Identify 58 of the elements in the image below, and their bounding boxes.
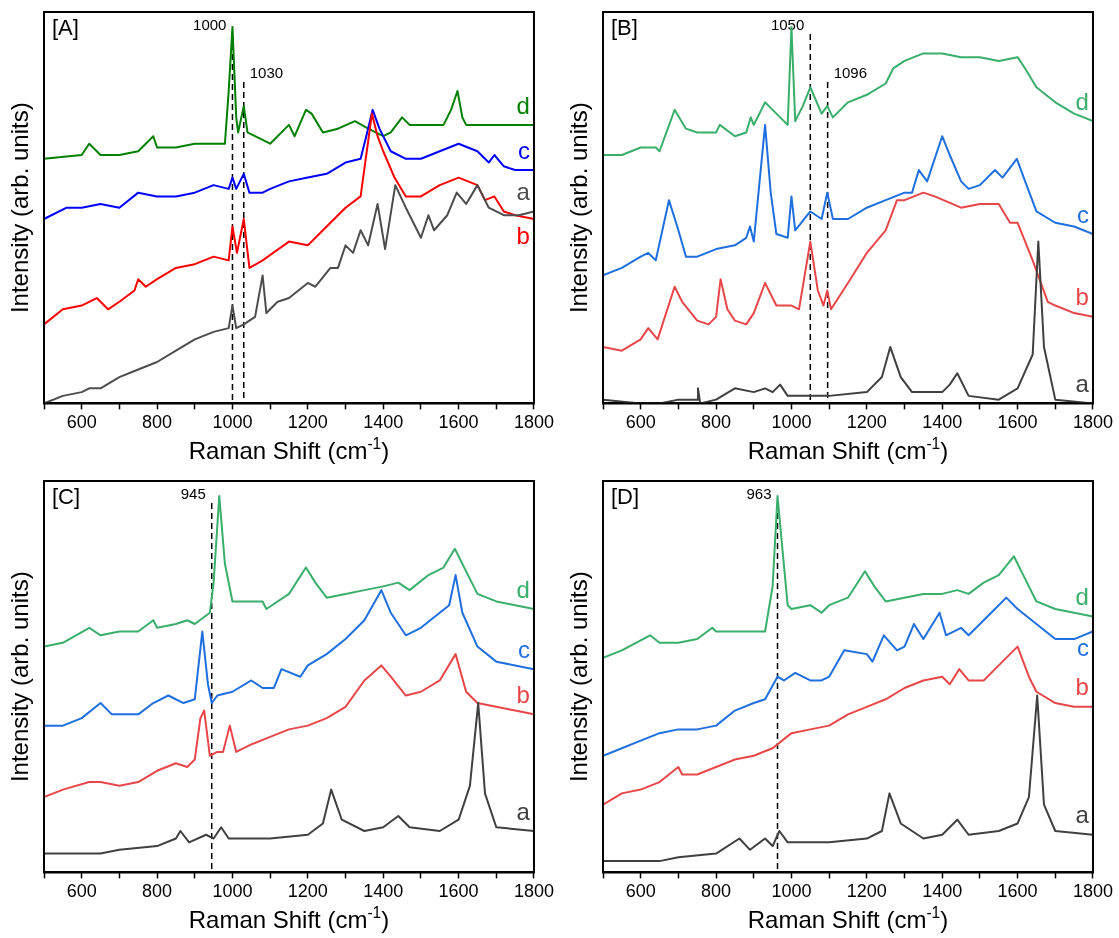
chart-title: [A] (52, 15, 79, 41)
x-tick-label: 1200 (287, 881, 328, 902)
x-tick-label: 1400 (922, 412, 963, 433)
x-tick-label: 1400 (363, 881, 404, 902)
x-tick-label: 800 (142, 412, 173, 433)
series-label: d (1075, 583, 1089, 611)
chart-title: [D] (611, 484, 640, 510)
series-label: a (1075, 801, 1090, 829)
x-tick-label: 1800 (1072, 412, 1113, 433)
x-tick-label: 600 (625, 881, 656, 902)
series-label: d (516, 575, 530, 603)
y-axis-title: Intensity (arb. units) (565, 102, 592, 314)
series-label: b (516, 680, 530, 708)
x-tick-label: 1800 (513, 881, 554, 902)
ref-line-label: 1030 (249, 64, 284, 82)
series-label: a (516, 797, 531, 825)
x-tick-label: 1600 (997, 881, 1038, 902)
x-tick-label: 1600 (438, 881, 479, 902)
ref-line-label: 1050 (770, 16, 805, 34)
y-axis-title: Intensity (arb. units) (565, 571, 592, 783)
x-tick-label: 1600 (438, 412, 479, 433)
x-tick-label: 1400 (363, 412, 404, 433)
x-tick-label: 1800 (513, 412, 554, 433)
ref-line-label: 945 (180, 485, 206, 503)
y-axis-title: Intensity (arb. units) (6, 571, 33, 783)
x-tick-label: 1000 (212, 881, 253, 902)
x-tick-label: 800 (701, 412, 732, 433)
y-axis-title: Intensity (arb. units) (6, 102, 33, 314)
series-label: d (516, 91, 530, 119)
chart-title: [C] (52, 484, 81, 510)
series-label: c (1076, 200, 1089, 228)
x-tick-label: 600 (66, 881, 97, 902)
x-tick-label: 600 (625, 412, 656, 433)
series-label: b (1075, 673, 1089, 701)
x-tick-label: 1000 (771, 412, 812, 433)
x-tick-label: 1400 (922, 881, 963, 902)
series-label: a (516, 178, 531, 206)
series-label: c (517, 136, 530, 164)
x-tick-label: 1200 (846, 412, 887, 433)
series-label: a (1075, 370, 1090, 398)
x-tick-label: 1600 (997, 412, 1038, 433)
x-tick-label: 1200 (846, 881, 887, 902)
x-tick-label: 1200 (287, 412, 328, 433)
series-label: c (517, 635, 530, 663)
x-tick-label: 600 (66, 412, 97, 433)
ref-line-label: 963 (746, 485, 772, 503)
x-tick-label: 800 (701, 881, 732, 902)
ref-line-label: 1000 (193, 16, 227, 34)
x-tick-label: 800 (142, 881, 173, 902)
ref-line-label: 1096 (833, 64, 868, 82)
series-label: d (1075, 87, 1089, 115)
series-label: b (1075, 283, 1089, 311)
x-tick-label: 1000 (212, 412, 253, 433)
series-label: c (1076, 634, 1089, 662)
chart-title: [B] (611, 15, 638, 41)
x-tick-label: 1800 (1072, 881, 1113, 902)
series-label: b (516, 221, 530, 249)
x-tick-label: 1000 (771, 881, 812, 902)
